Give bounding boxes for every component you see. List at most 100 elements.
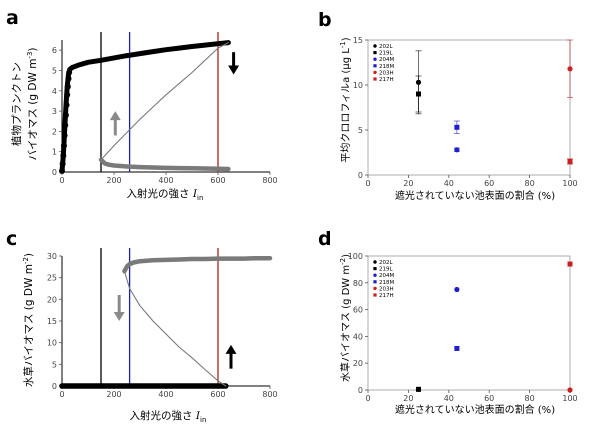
panel-d-legend-label: 204M xyxy=(379,273,394,279)
panel-d-plot-frame xyxy=(367,255,571,391)
panel-b-y-tick-label: 5 xyxy=(358,126,363,135)
panel-c-series-thin-grey xyxy=(123,270,227,387)
panel-a-x-tick-label: 0 xyxy=(59,176,64,185)
panel-b-ylabel: 平均クロロフィルa (μg L-1) xyxy=(339,37,352,162)
panel-b-legend-label: 202L xyxy=(379,44,393,50)
panel-a-series-dot xyxy=(62,112,69,119)
panel-a-y-tick-label: 0 xyxy=(52,168,57,177)
panel-a-y-tick-label: 6 xyxy=(52,46,57,55)
panel-b-chart: 0 20 40 60 80 100 0 5 10 15 202L219L204M218M203H21… xyxy=(353,36,578,188)
panel-d-legend-marker xyxy=(373,267,377,271)
panel-b-legend-label: 204M xyxy=(379,57,394,63)
panel-c-y-tick-label: 25 xyxy=(47,274,57,283)
panel-b-x-tick-label: 40 xyxy=(444,179,454,188)
panel-a-series-dot xyxy=(62,122,69,129)
panel-d-point-217H xyxy=(567,261,573,267)
panel-b-x-tick-label: 0 xyxy=(365,179,370,188)
panel-d-x-tick-label: 60 xyxy=(484,394,494,403)
panel-a-series-dot xyxy=(64,83,71,90)
panel-d-x-tick-label: 100 xyxy=(562,394,577,403)
panel-a-y-tick-label: 1 xyxy=(52,148,57,157)
panel-d-point-218M xyxy=(454,345,460,351)
panel-a-series-dot xyxy=(61,132,68,139)
panel-b-xlabel: 遮光されていない池表面の割合 (%) xyxy=(395,189,555,202)
panel-c-x-tick-label: 600 xyxy=(210,390,225,399)
panel-d-chart: 0 20 40 60 80 100 0 20 40 60 80 100 202L219L204M218M… xyxy=(348,252,578,403)
panel-c-x-tick-label: 800 xyxy=(262,390,277,399)
panel-d-point-219L xyxy=(416,386,421,392)
panel-b-x-tick-label: 20 xyxy=(403,179,413,188)
panel-a-series-thick-grey xyxy=(98,157,231,172)
panel-c-y-tick-label: 0 xyxy=(52,382,57,391)
panel-d-y-tick-label: 40 xyxy=(353,332,363,341)
panel-b-legend-marker xyxy=(373,70,377,75)
panel-a-series-dot xyxy=(59,160,66,167)
panel-d-x-tick-label: 40 xyxy=(444,394,454,403)
panel-b-point-204M xyxy=(454,147,460,153)
panel-a-series-dot xyxy=(66,69,73,76)
panel-d-legend-marker xyxy=(373,293,377,297)
panel-d-legend-label: 203H xyxy=(379,286,394,292)
panel-d-x-tick-label: 0 xyxy=(365,394,370,403)
panel-d-point-204M xyxy=(454,286,460,293)
panel-letter-c: c xyxy=(6,228,17,250)
panel-d-legend-label: 202L xyxy=(379,260,393,266)
panel-b-point-218M xyxy=(454,124,460,130)
panel-b-y-tick-label: 0 xyxy=(358,171,363,180)
panel-c-y-tick-label: 15 xyxy=(47,317,57,326)
panel-b-legend-marker xyxy=(373,77,377,81)
panel-a-arrow-head xyxy=(109,111,121,121)
panel-a-series-thick-dotted-black xyxy=(59,40,231,174)
panel-b-point-219L xyxy=(416,91,421,97)
panel-b-y-tick-label: 15 xyxy=(353,36,363,45)
panel-d-legend-label: 218M xyxy=(379,280,394,286)
panel-c-y-tick-label: 5 xyxy=(52,360,57,369)
panel-a-x-tick-label: 200 xyxy=(106,176,121,185)
panel-letter-d: d xyxy=(318,228,332,250)
panel-letter-a: a xyxy=(6,7,19,29)
panel-b-legend-label: 219L xyxy=(379,51,393,57)
panel-d-legend-marker xyxy=(373,286,377,291)
panel-d-legend-marker xyxy=(373,260,377,264)
panel-b-x-tick-label: 80 xyxy=(525,179,535,188)
panel-b-legend-label: 218M xyxy=(379,64,394,70)
panel-d-xlabel: 遮光されていない池表面の割合 (%) xyxy=(395,403,555,416)
panel-d-point-203H xyxy=(567,387,573,393)
panel-b-legend-marker xyxy=(373,51,377,55)
panel-c-arrow-head xyxy=(113,312,125,321)
panel-c-y-tick-label: 20 xyxy=(47,295,57,304)
panel-letter-b: b xyxy=(318,9,332,31)
panel-a-series-dot xyxy=(63,101,70,108)
panel-a-ylabel-line1: 植物プランクトン xyxy=(10,62,23,146)
panel-b-point-217H xyxy=(567,159,573,164)
panel-c-xlabel: 入射光の強さ Iin xyxy=(130,409,207,424)
panel-d-x-tick-label: 20 xyxy=(403,394,413,403)
panel-b-point-203H xyxy=(567,66,573,72)
panel-d-y-tick-label: 20 xyxy=(353,359,363,368)
panel-d-legend-label: 219L xyxy=(379,267,393,273)
panel-c-ylabel: 水草バイオマス (g DW m-2) xyxy=(22,253,35,387)
panel-a-ylabel-line2: バイオマス (g DW m-3) xyxy=(26,47,39,160)
panel-c-x-tick-label: 400 xyxy=(158,390,173,399)
panel-a-x-tick-label: 800 xyxy=(262,176,277,185)
panel-b-y-tick-label: 10 xyxy=(353,81,363,90)
panel-a-x-tick-label: 400 xyxy=(158,176,173,185)
panel-d-y-tick-label: 80 xyxy=(353,279,363,288)
panel-a-xlabel: 入射光の強さ Iin xyxy=(127,187,204,202)
panel-a-series-dot xyxy=(64,91,71,98)
panel-a-series-dot xyxy=(60,142,67,149)
panel-a-series-dot xyxy=(60,152,67,159)
panel-d-legend-label: 217H xyxy=(379,293,394,299)
panel-b-legend-marker xyxy=(373,64,377,68)
panel-d-y-tick-label: 0 xyxy=(358,386,363,395)
panel-c-y-tick-label: 10 xyxy=(47,339,57,348)
panel-c-x-tick-label: 0 xyxy=(59,390,64,399)
panel-a-y-tick-label: 4 xyxy=(52,87,57,96)
panel-d-legend-marker xyxy=(373,280,377,284)
panel-c-arrow-head xyxy=(225,344,237,354)
panel-c-chart: 0 200 400 600 800 0 5 10 15 20 25 30 xyxy=(47,248,278,399)
panel-d-y-tick-label: 60 xyxy=(353,306,363,315)
panel-a-chart: 0 200 400 600 800 0 1 2 3 4 5 6 xyxy=(52,32,278,185)
panel-c-series-thick-grey xyxy=(122,255,273,274)
panel-b-legend-label: 217H xyxy=(379,77,394,83)
